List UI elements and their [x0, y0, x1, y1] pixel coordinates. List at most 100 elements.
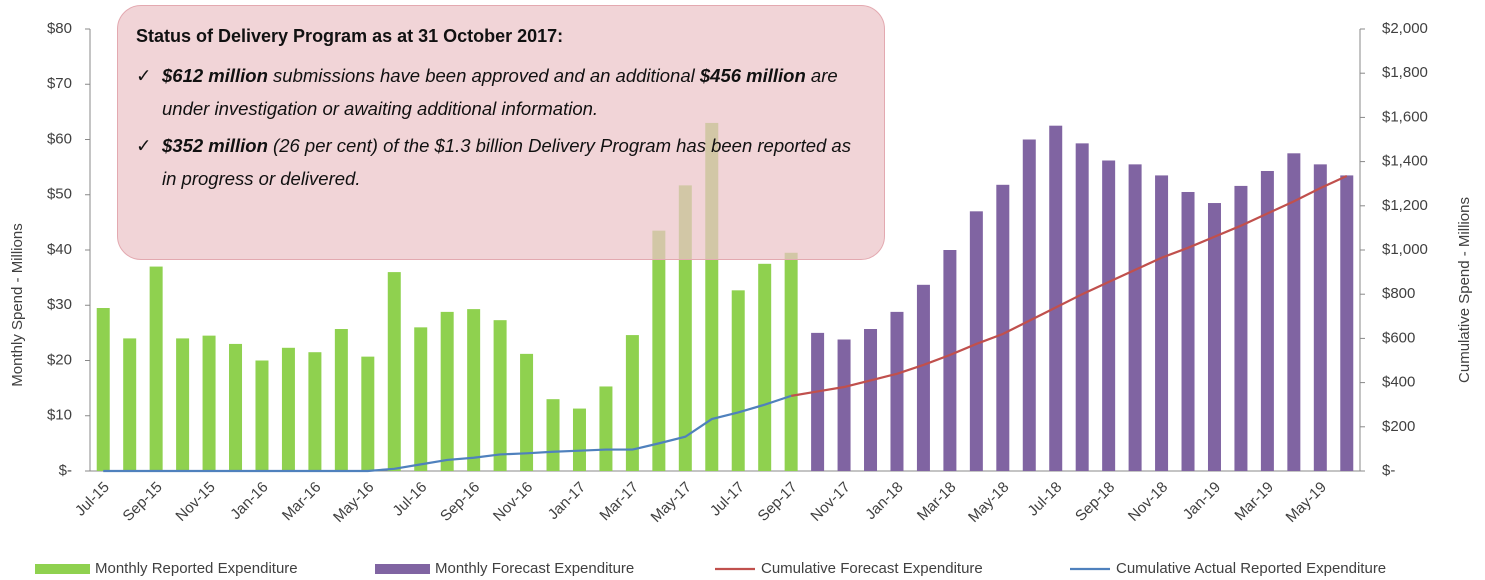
bar: [758, 263, 772, 471]
y-tick-label: $40: [47, 241, 72, 258]
bar: [864, 329, 878, 471]
line: [790, 174, 1348, 397]
y2-tick-label: $200: [1382, 418, 1415, 435]
bar: [837, 339, 851, 471]
y2-tick-label: $-: [1382, 462, 1395, 479]
legend-label: Cumulative Forecast Expenditure: [761, 560, 983, 577]
bar: [1181, 191, 1195, 472]
bar: [1128, 164, 1142, 472]
x-tick-label: Jan-19: [1180, 479, 1224, 523]
bar: [625, 335, 639, 471]
bar: [784, 252, 798, 471]
x-tick-label: Jul-16: [389, 479, 430, 520]
y2-tick-label: $1,200: [1382, 197, 1428, 214]
line: [103, 394, 792, 473]
legend-swatch: [35, 564, 90, 574]
y2-tick-label: $1,400: [1382, 153, 1428, 170]
bar: [520, 353, 534, 471]
y2-tick-label: $400: [1382, 374, 1415, 391]
legend-label: Monthly Reported Expenditure: [95, 560, 298, 577]
bar: [969, 211, 983, 471]
x-tick-label: May-18: [965, 479, 1012, 526]
x-tick-label: Nov-18: [1125, 479, 1171, 525]
bar: [811, 332, 825, 471]
y2-tick-label: $2,000: [1382, 20, 1428, 37]
x-tick-label: Nov-16: [490, 479, 536, 525]
y2-axis-title: Cumulative Spend - Millions: [1456, 197, 1473, 383]
annotation-text: $456 million: [699, 65, 806, 86]
x-tick-label: Jan-17: [545, 479, 589, 523]
annotation-item: ✓ $352 million (26 per cent) of the $1.3 …: [136, 129, 866, 195]
x-tick-label: Jul-17: [707, 479, 748, 520]
annotation-text: (26 per cent) of the $1.3 billion Delive…: [162, 135, 851, 189]
bar: [572, 408, 586, 471]
bar: [1155, 175, 1169, 471]
bar: [1260, 170, 1274, 471]
annotation-text: $612 million: [162, 65, 268, 86]
check-mark: ✓: [136, 135, 152, 156]
x-tick-label: Nov-17: [807, 479, 853, 525]
bar: [255, 360, 269, 471]
bar: [890, 311, 904, 471]
x-tick-label: Jul-18: [1024, 479, 1065, 520]
bar: [1049, 125, 1063, 471]
bar: [123, 338, 137, 471]
bar: [149, 266, 163, 471]
bar: [334, 329, 348, 471]
x-tick-label: Sep-15: [120, 479, 166, 525]
bar: [731, 290, 745, 471]
x-tick-label: May-17: [648, 479, 695, 526]
bar: [96, 308, 110, 471]
bar: [1313, 164, 1327, 472]
y-tick-label: $70: [47, 75, 72, 92]
annotation-text: submissions have been approved and an ad…: [267, 65, 700, 86]
bar: [361, 356, 375, 471]
bar: [652, 230, 666, 471]
x-tick-label: Mar-18: [914, 479, 960, 525]
annotation-text: are under investigation or awaiting addi…: [162, 65, 838, 119]
annotation-title: Status of Delivery Program as at 31 Octo…: [136, 26, 564, 46]
y-tick-label: $60: [47, 130, 72, 147]
bar: [387, 272, 401, 471]
x-tick-label: May-16: [330, 479, 377, 526]
bar: [440, 311, 454, 471]
x-tick-label: Mar-16: [279, 479, 325, 525]
x-tick-label: Mar-17: [596, 479, 642, 525]
bar: [1287, 153, 1301, 471]
legend-swatch: [375, 564, 430, 574]
bar: [176, 338, 190, 471]
bar: [308, 352, 322, 471]
bar: [1340, 175, 1354, 471]
bar: [202, 335, 216, 471]
bar: [943, 250, 957, 471]
x-tick-label: Nov-15: [172, 479, 218, 525]
y-tick-label: $50: [47, 186, 72, 203]
y-axis-title: Monthly Spend - Millions: [9, 223, 26, 386]
y-tick-label: $10: [47, 407, 72, 424]
bar: [599, 386, 613, 471]
x-tick-label: Sep-17: [755, 479, 801, 525]
bar: [1075, 143, 1089, 471]
x-tick-label: Jul-15: [72, 479, 113, 520]
annotation-box: Status of Delivery Program as at 31 Octo…: [117, 5, 885, 260]
y2-tick-label: $1,000: [1382, 241, 1428, 258]
bar: [281, 347, 295, 471]
bar: [493, 320, 507, 471]
legend-label: Cumulative Actual Reported Expenditure: [1116, 560, 1386, 577]
bar: [1102, 160, 1116, 471]
bar: [229, 343, 243, 471]
bar: [546, 399, 560, 471]
annotation-item: ✓ $612 million submissions have been appr…: [136, 59, 866, 125]
x-tick-label: Mar-19: [1231, 479, 1277, 525]
bar: [996, 184, 1010, 471]
bar: [414, 327, 428, 471]
bar: [1022, 139, 1036, 471]
x-tick-label: Jan-16: [227, 479, 271, 523]
bar: [1207, 203, 1221, 471]
check-mark: ✓: [136, 65, 152, 86]
bar: [1234, 185, 1248, 471]
x-tick-label: Sep-16: [437, 479, 483, 525]
y2-tick-label: $1,600: [1382, 108, 1428, 125]
y-tick-label: $20: [47, 351, 72, 368]
